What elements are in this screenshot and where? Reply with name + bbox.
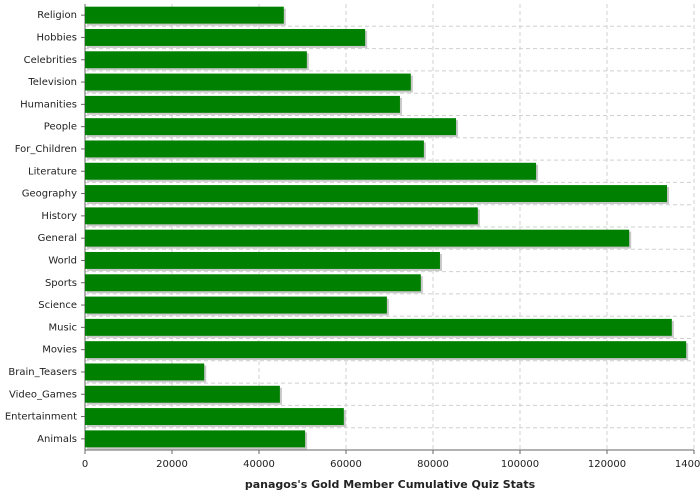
- x-tick-label: 20000: [156, 459, 188, 470]
- bar: [85, 162, 537, 180]
- bar: [85, 28, 366, 46]
- y-tick-label: Brain_Teasers: [8, 367, 77, 378]
- bar: [85, 430, 306, 448]
- y-tick-label: Movies: [42, 345, 77, 356]
- bar: [85, 318, 672, 336]
- y-tick-label: Celebrities: [24, 55, 77, 66]
- y-tick-label: History: [41, 211, 77, 222]
- bar: [85, 185, 668, 203]
- y-tick-label: Humanities: [20, 99, 77, 110]
- x-tick-label: 40000: [243, 459, 275, 470]
- bar: [85, 251, 440, 269]
- y-tick-label: Hobbies: [37, 32, 77, 43]
- x-tick-label: 80000: [417, 459, 449, 470]
- bar: [85, 140, 424, 158]
- y-tick-label: Music: [49, 322, 77, 333]
- y-tick-label: People: [44, 122, 77, 133]
- x-tick-label: 120000: [588, 459, 626, 470]
- y-tick-label: Entertainment: [5, 412, 77, 423]
- y-tick-label: Geography: [22, 189, 77, 200]
- bar: [85, 207, 478, 225]
- x-tick-label: 140000: [675, 459, 700, 470]
- y-tick-label: Television: [27, 77, 77, 88]
- bar: [85, 51, 307, 69]
- y-tick-label: Literature: [28, 166, 77, 177]
- x-tick-label: 60000: [330, 459, 362, 470]
- bar: [85, 6, 284, 24]
- x-tick-label: 0: [82, 459, 88, 470]
- y-tick-label: For_Children: [15, 144, 77, 155]
- bar: [85, 296, 387, 314]
- bar: [85, 385, 280, 403]
- y-tick-label: World: [48, 255, 77, 266]
- bar: [85, 95, 400, 113]
- y-tick-label: Science: [38, 300, 77, 311]
- bar: [85, 341, 687, 359]
- y-tick-label: Animals: [37, 434, 77, 445]
- x-tick-label: 100000: [501, 459, 539, 470]
- y-tick-label: Sports: [45, 278, 77, 289]
- y-tick-label: General: [38, 233, 77, 244]
- y-tick-label: Religion: [37, 10, 77, 21]
- bar: [85, 73, 411, 91]
- bar: [85, 274, 421, 292]
- bar: [85, 229, 630, 247]
- chart-title: panagos's Gold Member Cumulative Quiz St…: [245, 478, 536, 491]
- bar: [85, 118, 457, 136]
- bar: [85, 408, 344, 426]
- bar: [85, 363, 205, 381]
- y-tick-label: Video_Games: [9, 389, 77, 400]
